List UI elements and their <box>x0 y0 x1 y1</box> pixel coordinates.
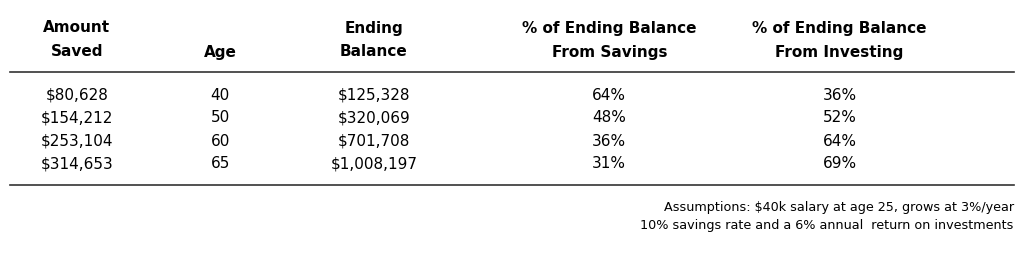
Text: 69%: 69% <box>822 156 857 171</box>
Text: 64%: 64% <box>822 134 857 148</box>
Text: 31%: 31% <box>592 156 627 171</box>
Text: Balance: Balance <box>340 45 408 60</box>
Text: $253,104: $253,104 <box>41 134 113 148</box>
Text: 65: 65 <box>211 156 229 171</box>
Text: 48%: 48% <box>592 111 627 125</box>
Text: % of Ending Balance: % of Ending Balance <box>522 21 696 36</box>
Text: 50: 50 <box>211 111 229 125</box>
Text: $125,328: $125,328 <box>338 88 410 103</box>
Text: 52%: 52% <box>822 111 857 125</box>
Text: Saved: Saved <box>50 45 103 60</box>
Text: From Savings: From Savings <box>552 45 667 60</box>
Text: Age: Age <box>204 45 237 60</box>
Text: $1,008,197: $1,008,197 <box>331 156 417 171</box>
Text: 36%: 36% <box>822 88 857 103</box>
Text: Assumptions: $40k salary at age 25, grows at 3%/year: Assumptions: $40k salary at age 25, grow… <box>664 201 1014 214</box>
Text: 64%: 64% <box>592 88 627 103</box>
Text: $154,212: $154,212 <box>41 111 113 125</box>
Text: $80,628: $80,628 <box>45 88 109 103</box>
Text: $320,069: $320,069 <box>337 111 411 125</box>
Text: 36%: 36% <box>592 134 627 148</box>
Text: From Investing: From Investing <box>775 45 904 60</box>
Text: % of Ending Balance: % of Ending Balance <box>753 21 927 36</box>
Text: $701,708: $701,708 <box>338 134 410 148</box>
Text: 40: 40 <box>211 88 229 103</box>
Text: 60: 60 <box>211 134 229 148</box>
Text: $314,653: $314,653 <box>40 156 114 171</box>
Text: Amount: Amount <box>43 21 111 36</box>
Text: 10% savings rate and a 6% annual  return on investments: 10% savings rate and a 6% annual return … <box>640 218 1014 231</box>
Text: Ending: Ending <box>344 21 403 36</box>
